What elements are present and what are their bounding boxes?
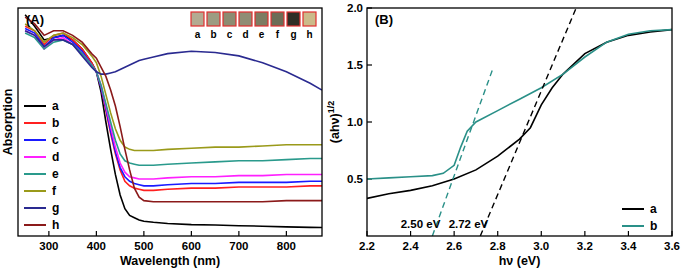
x-tick-label: 3.4 bbox=[620, 240, 637, 252]
x-tick bbox=[191, 231, 192, 236]
legend-label: a bbox=[650, 202, 657, 216]
inset-swatch bbox=[207, 12, 220, 26]
x-tick bbox=[143, 231, 144, 236]
x-tick-label: 400 bbox=[87, 240, 106, 252]
legend: abcdefgh bbox=[24, 99, 59, 232]
y-tick-label: 1.0 bbox=[347, 116, 363, 128]
inset-swatch bbox=[287, 12, 300, 26]
inset-swatch bbox=[191, 12, 204, 26]
inset-label: b bbox=[210, 29, 216, 40]
figure: 300 400 500 600 700 800 (A) Wavelength (nm) Abso… bbox=[0, 0, 685, 268]
inset-label: f bbox=[276, 29, 280, 40]
x-tick-label: 3.2 bbox=[577, 240, 593, 252]
inset-swatch bbox=[239, 12, 252, 26]
legend-swatch bbox=[24, 190, 46, 192]
fit-line bbox=[432, 67, 493, 236]
inset-label: h bbox=[306, 29, 312, 40]
series-line bbox=[25, 17, 322, 202]
series-line bbox=[25, 26, 322, 190]
legend-label: g bbox=[52, 201, 59, 215]
fit-label: 2.72 eV bbox=[449, 218, 489, 230]
legend-label: e bbox=[52, 167, 59, 181]
inset: abcdefgh bbox=[191, 12, 316, 40]
x-tick-label: 2.6 bbox=[446, 240, 462, 252]
legend-swatch bbox=[24, 207, 46, 209]
x-tick bbox=[584, 231, 585, 236]
x-tick bbox=[238, 231, 239, 236]
panel-label: (B) bbox=[375, 12, 393, 27]
series-line bbox=[25, 29, 322, 186]
plot-area bbox=[367, 8, 672, 236]
legend-swatch bbox=[24, 224, 46, 226]
legend-swatch bbox=[24, 122, 46, 124]
frame bbox=[18, 8, 322, 236]
legend-label: b bbox=[52, 116, 59, 130]
y-axis-label-sup: 1/2 bbox=[326, 101, 336, 114]
x-tick-label: 700 bbox=[229, 240, 248, 252]
x-tick bbox=[454, 231, 455, 236]
x-tick-label: 300 bbox=[39, 240, 58, 252]
inset-swatch bbox=[303, 12, 316, 26]
panel-label: (A) bbox=[26, 12, 44, 27]
panel: 300 400 500 600 700 800 (A) Wavelength (nm) Abso… bbox=[1, 8, 322, 268]
x-tick-label: 2.2 bbox=[359, 240, 375, 252]
x-axis-label: Wavelength (nm) bbox=[120, 254, 220, 268]
legend-swatch bbox=[24, 105, 46, 107]
inset-swatch bbox=[271, 12, 284, 26]
series-line bbox=[367, 30, 672, 179]
x-axis-label: hν (eV) bbox=[499, 254, 541, 268]
inset-label: g bbox=[290, 29, 296, 40]
x-tick-label: 2.4 bbox=[403, 240, 420, 252]
fit-label: 2.50 eV bbox=[401, 218, 441, 230]
y-axis-label: (ahν)1/2 bbox=[326, 101, 342, 143]
y-axis-label-main: (ahν) bbox=[328, 113, 342, 143]
x-tick-label: 3.6 bbox=[664, 240, 680, 252]
legend-swatch bbox=[24, 156, 46, 158]
inset-swatch bbox=[255, 12, 268, 26]
series-line bbox=[25, 31, 322, 179]
legend-label: f bbox=[52, 184, 57, 198]
x-tick bbox=[96, 231, 97, 236]
legend-label: d bbox=[52, 150, 59, 164]
y-tick-label: 1.5 bbox=[347, 59, 364, 71]
x-tick bbox=[48, 231, 49, 236]
x-tick-label: 500 bbox=[134, 240, 153, 252]
panel: 2.2 2.4 2.6 2.8 3.0 3.2 3.4 3.6 0.5 1.0 1.5 2.0 2.50… bbox=[326, 2, 680, 268]
inset-label: d bbox=[242, 29, 248, 40]
x-tick bbox=[286, 231, 287, 236]
x-tick-label: 2.8 bbox=[490, 240, 507, 252]
legend-swatch bbox=[24, 173, 46, 175]
x-tick-label: 600 bbox=[182, 240, 201, 252]
legend-swatch bbox=[622, 225, 644, 227]
x-tick bbox=[497, 231, 498, 236]
legend-label: b bbox=[650, 219, 657, 233]
inset-swatch bbox=[223, 12, 236, 26]
y-tick bbox=[367, 64, 372, 65]
y-tick-label: 2.0 bbox=[347, 2, 363, 14]
series-line bbox=[25, 15, 322, 228]
x-tick bbox=[410, 231, 411, 236]
plot-area bbox=[25, 15, 322, 228]
x-tick-label: 800 bbox=[277, 240, 296, 252]
legend-label: c bbox=[52, 133, 59, 147]
y-axis-label: Absorption bbox=[1, 89, 15, 156]
legend: ab bbox=[622, 202, 657, 233]
y-tick bbox=[367, 121, 372, 122]
y-tick-label: 0.5 bbox=[347, 173, 364, 185]
inset-label: c bbox=[227, 29, 233, 40]
x-tick-label: 3.0 bbox=[533, 240, 549, 252]
legend-swatch bbox=[24, 139, 46, 141]
legend-swatch bbox=[622, 208, 644, 210]
x-tick bbox=[541, 231, 542, 236]
inset-label: e bbox=[259, 29, 265, 40]
legend-label: h bbox=[52, 218, 59, 232]
series-line bbox=[367, 30, 672, 199]
legend-label: a bbox=[52, 99, 59, 113]
inset-label: a bbox=[195, 29, 201, 40]
frame bbox=[367, 8, 672, 236]
x-tick bbox=[628, 231, 629, 236]
series-line bbox=[25, 24, 322, 151]
fit-line bbox=[480, 8, 576, 236]
